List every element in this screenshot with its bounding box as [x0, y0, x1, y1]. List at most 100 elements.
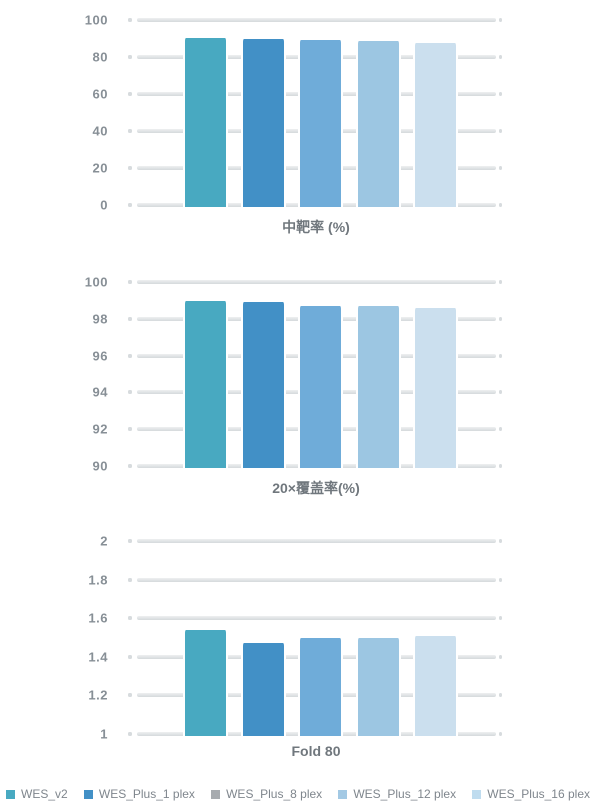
gridline-start-tick: [128, 18, 132, 22]
gridline-line: [137, 539, 496, 543]
legend-swatch-icon: [83, 789, 93, 799]
gridline: [128, 280, 502, 284]
legend-label: WES_v2: [21, 787, 68, 801]
bar-WES_Plus_8 plex: [298, 40, 343, 207]
gridline-end-tick: [499, 464, 502, 468]
legend-swatch-icon: [211, 789, 221, 799]
gridline-end-tick: [499, 92, 502, 96]
y-tick-label: 90: [92, 458, 108, 474]
bar-WES_Plus_16 plex: [413, 42, 458, 207]
gridline-start-tick: [128, 280, 132, 284]
y-tick-label: 98: [92, 311, 108, 327]
legend-item: WES_v2: [6, 787, 68, 801]
y-tick-label: 94: [92, 384, 108, 400]
gridline-start-tick: [128, 166, 132, 170]
y-tick-label: 92: [92, 421, 108, 437]
legend-label: WES_Plus_8 plex: [226, 787, 323, 801]
plot-area-fold-80: 1 1.2 1.4 1.6 1.8 2: [0, 534, 600, 742]
y-tick-label: 96: [92, 348, 108, 364]
gridline-start-tick: [128, 353, 132, 358]
gridline-end-tick: [499, 316, 502, 321]
bar-WES_v2: [183, 300, 228, 468]
gridline-start-tick: [128, 316, 132, 321]
bar-WES_Plus_16 plex: [413, 635, 458, 736]
y-tick-label: 1.4: [88, 649, 108, 665]
gridline-end-tick: [499, 427, 502, 432]
gridline-start-tick: [128, 577, 132, 582]
legend-item: WES_Plus_16 plex: [472, 787, 590, 801]
y-tick-label: 40: [92, 123, 108, 139]
gridline: [128, 616, 502, 621]
gridline-start-tick: [128, 464, 132, 468]
legend-item: WES_Plus_8 plex: [211, 787, 322, 801]
y-tick-label: 1: [100, 726, 108, 742]
bar-WES_Plus_1 plex: [240, 302, 286, 468]
gridline-end-tick: [499, 654, 502, 659]
gridline-end-tick: [499, 390, 502, 395]
y-tick-label: 20: [92, 160, 108, 176]
gridline-start-tick: [128, 427, 132, 432]
gridline-start-tick: [128, 390, 132, 395]
bar-WES_v2: [183, 629, 228, 736]
gridline-start-tick: [128, 129, 132, 133]
bar-WES_Plus_1 plex: [240, 38, 286, 207]
bar-chart-20x-coverage: 90 92 94 96 98 100 20×覆盖率(%): [0, 275, 600, 497]
gridline-end-tick: [499, 203, 502, 207]
x-axis-title: 20×覆盖率(%): [272, 480, 360, 496]
gridline-end-tick: [499, 577, 502, 582]
gridline-end-tick: [499, 539, 502, 543]
gridline-end-tick: [499, 55, 502, 59]
gridline-start-tick: [128, 732, 132, 736]
gridline-line: [137, 18, 496, 22]
bar-WES_Plus_12 plex: [355, 40, 401, 207]
legend-item: WES_Plus_1 plex: [83, 787, 195, 801]
y-tick-label: 1.2: [88, 687, 108, 703]
bar-chart-fold-80: 1 1.2 1.4 1.6 1.8 2 Fold 80: [0, 534, 600, 760]
legend-swatch-icon: [6, 789, 15, 799]
gridline-line: [137, 616, 496, 621]
bar-WES_Plus_1 plex: [240, 643, 286, 736]
x-axis-title: 中靶率 (%): [282, 219, 350, 235]
legend-swatch-icon: [338, 789, 348, 799]
gridline-end-tick: [499, 693, 502, 698]
bar-chart-on-target-rate: 0 20 40 60 80 100 中靶率 (%): [0, 13, 600, 236]
bar-WES_Plus_12 plex: [355, 306, 401, 468]
gridline: [128, 539, 502, 543]
gridline-start-tick: [128, 539, 132, 543]
y-tick-label: 100: [84, 12, 108, 28]
bar-WES_Plus_8 plex: [298, 637, 343, 736]
gridline-end-tick: [499, 129, 502, 133]
legend-item: WES_Plus_12 plex: [338, 787, 456, 801]
y-tick-label: 2: [100, 533, 108, 549]
x-axis-title: Fold 80: [291, 743, 341, 759]
bar-WES_Plus_8 plex: [298, 306, 343, 468]
y-tick-label: 100: [84, 274, 108, 290]
y-tick-label: 1.8: [88, 572, 108, 588]
y-tick-label: 0: [100, 197, 108, 213]
gridline-start-tick: [128, 92, 132, 96]
y-tick-label: 80: [92, 49, 108, 65]
plot-area-20x-coverage: 90 92 94 96 98 100: [0, 275, 600, 474]
y-tick-label: 1.6: [88, 610, 108, 626]
gridline-end-tick: [499, 18, 502, 22]
bar-WES_Plus_12 plex: [355, 637, 401, 736]
gridline-line: [137, 280, 496, 284]
gridline-start-tick: [128, 693, 132, 698]
gridline-end-tick: [499, 353, 502, 358]
legend-label: WES_Plus_1 plex: [98, 787, 195, 801]
bar-WES_Plus_16 plex: [413, 307, 458, 468]
bar-WES_v2: [183, 37, 228, 207]
y-tick-label: 60: [92, 86, 108, 102]
gridline: [128, 577, 502, 582]
gridline: [128, 18, 502, 22]
gridline-end-tick: [499, 166, 502, 170]
legend-label: WES_Plus_16 plex: [487, 787, 590, 801]
gridline-start-tick: [128, 203, 132, 207]
gridline-end-tick: [499, 732, 502, 736]
gridline-end-tick: [499, 280, 502, 284]
gridline-start-tick: [128, 654, 132, 659]
gridline-line: [137, 577, 496, 582]
plot-area-on-target-rate: 0 20 40 60 80 100: [0, 13, 600, 213]
chart-legend: WES_v2 WES_Plus_1 plex WES_Plus_8 plex WES_…: [0, 783, 600, 805]
